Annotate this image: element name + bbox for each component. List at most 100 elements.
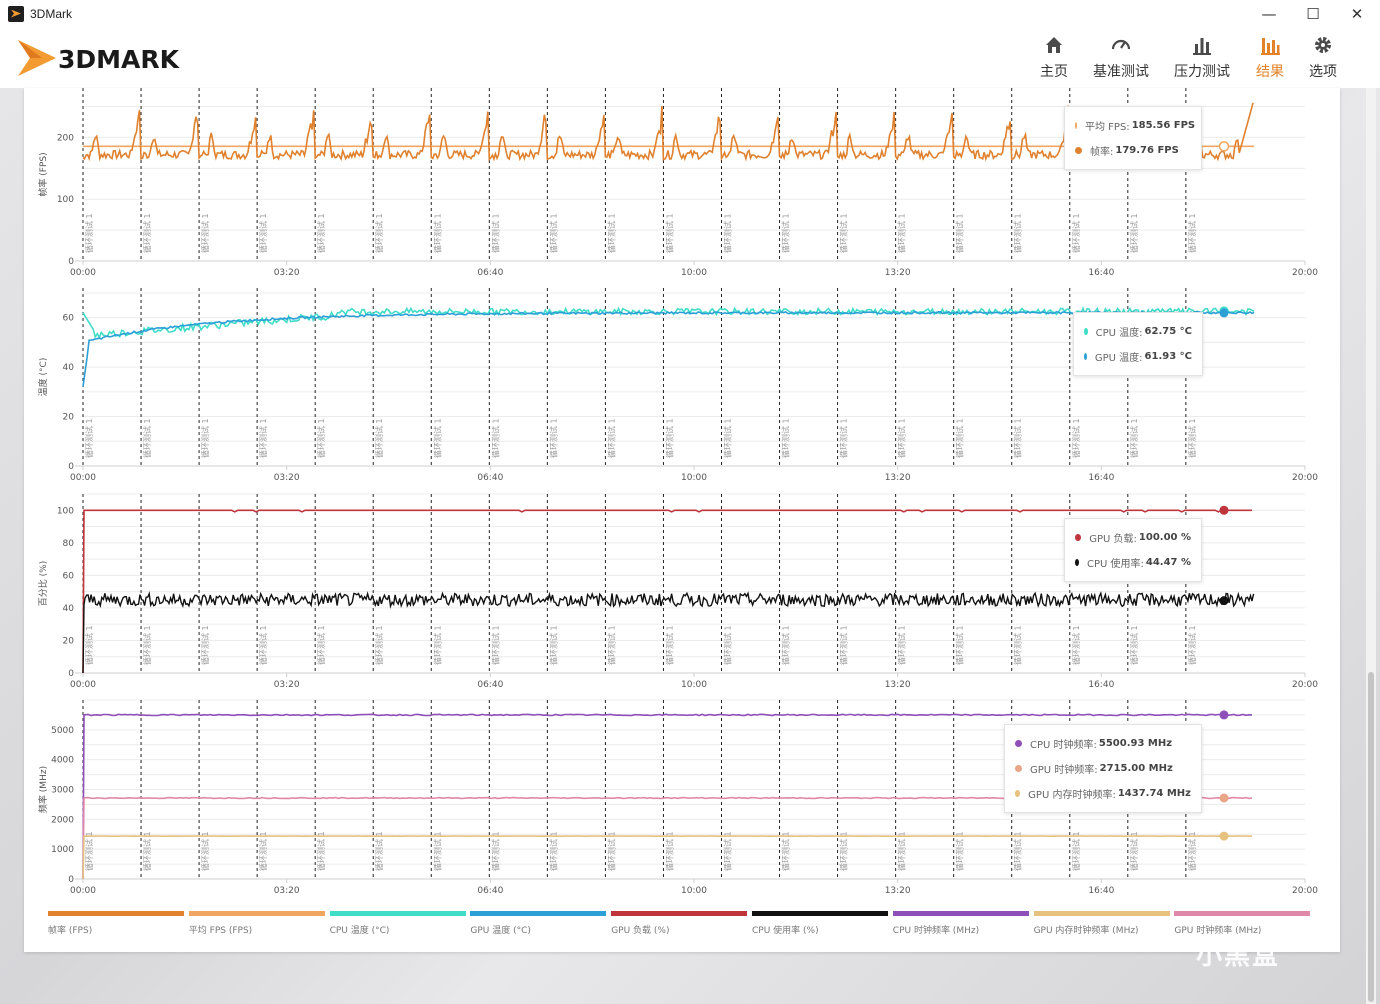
- maximize-button[interactable]: ☐: [1306, 4, 1320, 23]
- loop-marker-label: 循环测试 1: [258, 418, 268, 458]
- nav-options[interactable]: 选项: [1303, 27, 1343, 88]
- loop-marker-label: 循环测试 1: [1129, 418, 1139, 458]
- loop-marker-label: 循环测试 1: [722, 418, 732, 458]
- cpu-clock-row: CPU 时钟频率: 5500.93 MHz: [1015, 731, 1191, 756]
- loop-marker-label: 循环测试 1: [897, 213, 907, 253]
- legend-item-gpu-temp[interactable]: GPU 温度 (°C): [470, 911, 611, 936]
- loop-marker-label: 循环测试 1: [722, 213, 732, 253]
- y-tick-label: 2000: [51, 815, 74, 825]
- x-tick-label: 00:00: [70, 886, 96, 896]
- loop-marker-label: 循环测试 1: [1071, 831, 1081, 871]
- cpu-temp-dot: [1084, 328, 1088, 335]
- nav-benchmarks-label: 基准测试: [1093, 64, 1149, 80]
- x-tick-label: 06:40: [477, 886, 503, 896]
- cpu-clock-dot: [1015, 740, 1022, 747]
- loop-marker-label: 循环测试 1: [142, 831, 152, 871]
- nav-home-label: 主页: [1040, 64, 1068, 80]
- loop-marker-label: 循环测试 1: [142, 418, 152, 458]
- legend-swatch: [751, 911, 888, 916]
- fps-tooltip: 平均 FPS: 185.56 FPS 帧率: 179.76 FPS: [1064, 106, 1202, 170]
- loop-marker-label: 循环测试 1: [664, 831, 674, 871]
- x-tick-label: 20:00: [1292, 268, 1318, 278]
- nav-stress-tests[interactable]: 压力测试: [1170, 27, 1234, 88]
- x-tick-label: 20:00: [1292, 680, 1318, 690]
- loop-marker-label: 循环测试 1: [548, 213, 558, 253]
- y-tick-label: 80: [63, 539, 75, 549]
- nav-home[interactable]: 主页: [1034, 27, 1074, 88]
- gauge-icon: [1111, 39, 1131, 50]
- y-axis-label: 频率 (MHz): [37, 766, 49, 813]
- gpu-mem-clock-row: GPU 内存时钟频率: 1437.74 MHz: [1015, 781, 1191, 806]
- loop-marker-label: 循环测试 1: [781, 418, 791, 458]
- nav-stress-tests-label: 压力测试: [1174, 64, 1230, 80]
- gpu-clock-dot: [1015, 765, 1022, 772]
- loop-marker-label: 循环测试 1: [316, 418, 326, 458]
- legend-swatch: [470, 911, 607, 916]
- cpu-usage-row: CPU 使用率: 44.47 %: [1075, 550, 1191, 575]
- loop-marker-label: 循环测试 1: [432, 418, 442, 458]
- legend-item-gpu-mem-clock[interactable]: GPU 内存时钟频率 (MHz): [1033, 911, 1175, 936]
- avg-fps-label: 平均 FPS:: [1085, 122, 1130, 133]
- legend-item-avg-fps[interactable]: 平均 FPS (FPS): [188, 911, 330, 936]
- y-tick-label: 40: [63, 363, 75, 373]
- bar-chart-icon: [1193, 38, 1211, 55]
- 3dmark-logo[interactable]: 3DMARK: [16, 34, 216, 82]
- loop-marker-label: 循环测试 1: [606, 831, 616, 871]
- cpu-clock-series-line: [82, 713, 1253, 880]
- legend-item-gpu-load[interactable]: GPU 负载 (%): [611, 911, 752, 936]
- gpu-temp-row: GPU 温度: 61.93 °C: [1084, 344, 1192, 369]
- loop-marker-label: 循环测试 1: [839, 213, 849, 253]
- nav-results[interactable]: 结果: [1250, 27, 1290, 88]
- cpu-usage-value: 44.47 %: [1145, 557, 1191, 568]
- x-tick-label: 16:40: [1088, 886, 1114, 896]
- legend-item-cpu-usage[interactable]: CPU 使用率 (%): [751, 911, 893, 936]
- loop-marker-label: 循环测试 1: [1013, 625, 1023, 665]
- loop-marker-label: 循环测试 1: [1187, 213, 1197, 253]
- loop-marker-label: 循环测试 1: [374, 625, 384, 665]
- fps-value: 179.76 FPS: [1115, 145, 1179, 156]
- x-tick-label: 13:20: [885, 268, 911, 278]
- home-icon: [1046, 37, 1062, 53]
- x-tick-label: 10:00: [681, 473, 707, 483]
- loop-marker-label: 循环测试 1: [316, 831, 326, 871]
- loop-marker-label: 循环测试 1: [84, 213, 94, 253]
- loop-marker-label: 循环测试 1: [839, 418, 849, 458]
- loop-marker-label: 循环测试 1: [1129, 625, 1139, 665]
- x-tick-label: 06:40: [477, 268, 503, 278]
- loop-marker-label: 循环测试 1: [200, 831, 210, 871]
- gpu-temp-series-line: [82, 310, 1255, 388]
- cpu-usage-series-line: [82, 591, 1255, 674]
- gpu-temp-dot: [1084, 353, 1087, 360]
- loop-marker-label: 循环测试 1: [490, 625, 500, 665]
- loop-marker-label: 循环测试 1: [664, 213, 674, 253]
- loop-marker-label: 循环测试 1: [781, 213, 791, 253]
- gpu-load-value: 100.00 %: [1138, 532, 1191, 543]
- scrollbar-thumb[interactable]: [1368, 672, 1374, 1002]
- loop-marker-label: 循环测试 1: [142, 213, 152, 253]
- minimize-button[interactable]: —: [1261, 4, 1277, 23]
- avg-fps-value: 185.56 FPS: [1131, 120, 1196, 131]
- x-tick-label: 03:20: [274, 680, 300, 690]
- legend-swatch: [188, 911, 325, 916]
- loop-marker-label: 循环测试 1: [548, 831, 558, 871]
- x-tick-label: 16:40: [1088, 680, 1114, 690]
- y-tick-label: 60: [63, 571, 75, 581]
- loop-marker-label: 循环测试 1: [1071, 625, 1081, 665]
- legend-item-fps[interactable]: 帧率 (FPS): [48, 911, 189, 936]
- gpu-mem-clock-label: GPU 内存时钟频率:: [1028, 790, 1116, 801]
- loop-marker-label: 循环测试 1: [1187, 831, 1197, 871]
- x-tick-label: 16:40: [1088, 268, 1114, 278]
- legend-item-gpu-clock[interactable]: GPU 时钟频率 (MHz): [1174, 911, 1315, 936]
- legend-item-cpu-temp[interactable]: CPU 温度 (°C): [329, 911, 471, 936]
- scrollbar-track[interactable]: [1366, 88, 1376, 1004]
- close-button[interactable]: ✕: [1350, 4, 1364, 23]
- gpu-clock-row: GPU 时钟频率: 2715.00 MHz: [1015, 756, 1191, 781]
- nav-benchmarks[interactable]: 基准测试: [1089, 27, 1153, 88]
- loop-marker-label: 循环测试 1: [84, 418, 94, 458]
- y-tick-label: 0: [68, 875, 74, 885]
- y-tick-label: 200: [57, 133, 74, 143]
- y-tick-label: 0: [68, 257, 74, 267]
- loop-marker-label: 循环测试 1: [955, 213, 965, 253]
- gpu-load-row: GPU 负载: 100.00 %: [1075, 525, 1191, 550]
- legend-item-cpu-clock[interactable]: CPU 时钟频率 (MHz): [892, 911, 1034, 936]
